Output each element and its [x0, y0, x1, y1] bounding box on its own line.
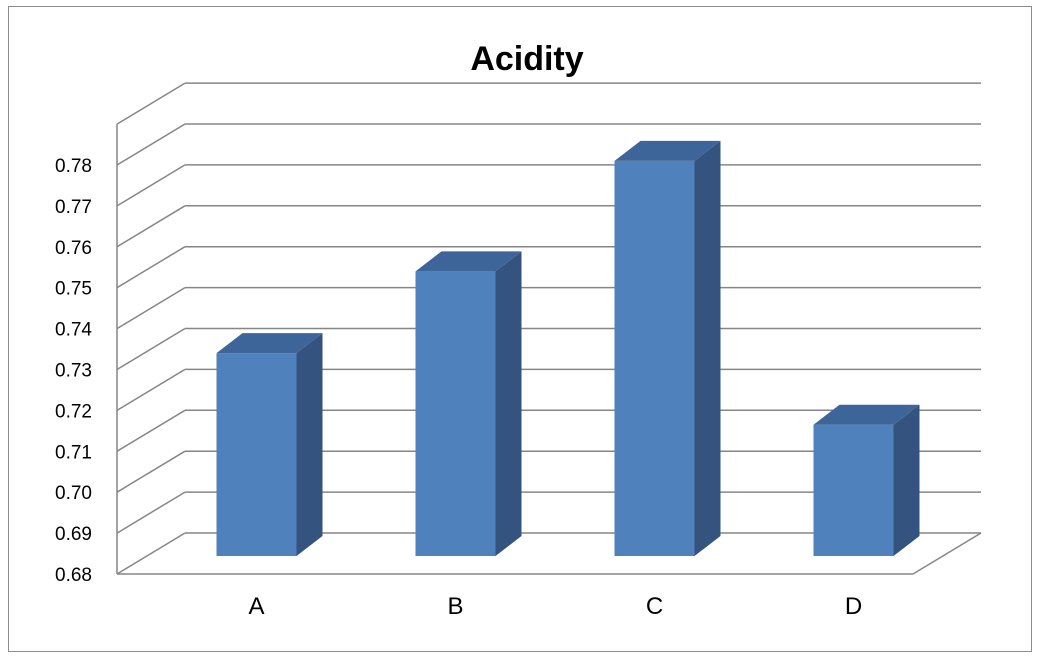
x-tick-label: A: [248, 593, 264, 620]
y-tick-label: 0.69: [55, 524, 92, 545]
gridline-side: [116, 246, 186, 289]
y-tick-label: 0.77: [55, 197, 92, 218]
gridline-side: [116, 123, 186, 166]
chart-bars: [216, 140, 920, 556]
floor-right-edge: [912, 532, 982, 575]
x-tick-label: C: [646, 593, 663, 620]
gridline-side: [116, 532, 186, 575]
bar-side: [893, 404, 920, 556]
y-tick-label: 0.74: [55, 320, 92, 341]
bar-D: [813, 404, 920, 556]
gridline-side: [116, 205, 186, 248]
y-tick-label: 0.76: [55, 238, 92, 259]
bar-top: [216, 333, 323, 354]
gridline-side: [116, 450, 186, 493]
gridline-side: [116, 368, 186, 412]
y-axis-ticks: 0.68 0.69 0.70 0.71 0.72 0.73 0.74 0.75 0.76 0.77…: [55, 156, 92, 586]
y-tick-label: 0.68: [55, 565, 92, 586]
gridline-side: [116, 164, 186, 207]
y-tick-label: 0.78: [55, 156, 92, 177]
bar-top: [415, 251, 522, 272]
bar-front: [614, 160, 695, 556]
bar-side: [495, 251, 522, 556]
bar-front: [415, 271, 496, 556]
x-axis-ticks: A B C D: [248, 593, 862, 620]
gridline-side: [116, 82, 186, 125]
bar-side: [296, 333, 323, 556]
bar-front: [813, 424, 894, 556]
gridline-side: [116, 286, 186, 330]
x-tick-label: D: [845, 593, 862, 620]
y-tick-label: 0.73: [55, 361, 92, 382]
gridline-side: [116, 491, 186, 534]
y-tick-label: 0.70: [55, 483, 92, 504]
x-tick-label: B: [447, 593, 463, 620]
y-tick-label: 0.71: [55, 442, 92, 463]
bar-top: [813, 404, 920, 425]
bar-A: [216, 333, 323, 556]
y-tick-label: 0.75: [55, 279, 92, 300]
chart-title: Acidity: [470, 40, 583, 78]
bar-top: [614, 140, 721, 161]
bar-side: [694, 140, 721, 556]
bar-B: [415, 251, 522, 556]
bar-front: [216, 353, 297, 556]
bar-C: [614, 140, 721, 556]
gridline-side: [116, 409, 186, 452]
y-tick-label: 0.72: [55, 401, 92, 422]
gridline-side: [116, 327, 186, 371]
